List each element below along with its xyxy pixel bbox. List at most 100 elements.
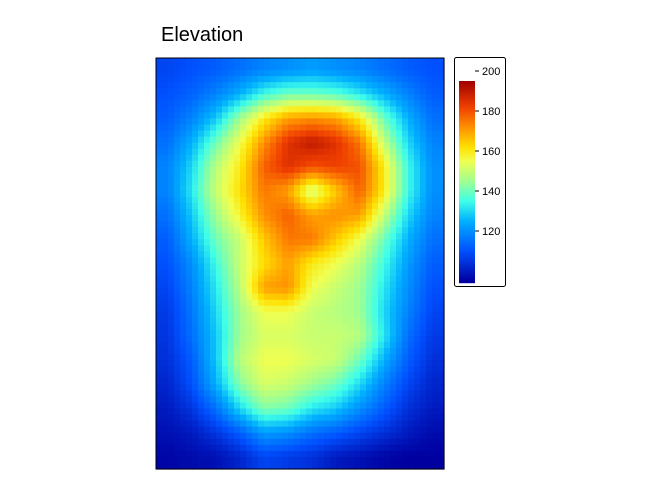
heatmap-cell: [408, 366, 415, 373]
heatmap-cell: [288, 348, 295, 355]
heatmap-cell: [186, 311, 193, 319]
heatmap-cell: [252, 366, 259, 373]
heatmap-cell: [294, 456, 301, 464]
heatmap-cell: [192, 76, 199, 83]
heatmap-cell: [348, 299, 355, 307]
heatmap-cell: [426, 106, 433, 113]
heatmap-cell: [432, 160, 439, 168]
heatmap-cell: [282, 172, 289, 180]
heatmap-cell: [204, 94, 211, 101]
heatmap-cell: [162, 438, 169, 446]
heatmap-cell: [306, 172, 313, 180]
heatmap-cell: [180, 203, 187, 210]
heatmap-cell: [222, 166, 229, 174]
heatmap-cell: [198, 384, 205, 392]
heatmap-cell: [270, 142, 277, 150]
heatmap-cell: [300, 372, 307, 379]
heatmap-cell: [288, 58, 295, 65]
heatmap-cell: [270, 197, 277, 204]
heatmap-cell: [240, 462, 247, 470]
heatmap-cell: [228, 251, 235, 259]
heatmap-cell: [414, 245, 421, 253]
heatmap-cell: [234, 148, 241, 156]
heatmap-cell: [318, 414, 325, 422]
heatmap-cell: [324, 245, 331, 253]
heatmap-cell: [246, 245, 253, 253]
colorbar-segment: [459, 86, 475, 88]
heatmap-cell: [354, 438, 361, 446]
heatmap-cell: [216, 426, 223, 434]
heatmap-cell: [372, 348, 379, 355]
heatmap-cell: [246, 384, 253, 392]
heatmap-cell: [276, 396, 283, 404]
heatmap-cell: [342, 190, 349, 198]
heatmap-cell: [282, 305, 289, 313]
heatmap-cell: [348, 390, 355, 398]
heatmap-cell: [342, 130, 349, 138]
heatmap-cell: [168, 124, 175, 132]
heatmap-cell: [438, 329, 445, 337]
heatmap-cell: [186, 366, 193, 373]
heatmap-cell: [258, 203, 265, 210]
heatmap-cell: [414, 462, 421, 470]
heatmap-cell: [312, 342, 319, 349]
heatmap-cell: [204, 287, 211, 295]
heatmap-cell: [264, 414, 271, 422]
heatmap-cell: [414, 348, 421, 355]
heatmap-cell: [294, 293, 301, 301]
heatmap-cell: [270, 432, 277, 440]
heatmap-cell: [222, 190, 229, 198]
heatmap-cell: [396, 221, 403, 228]
heatmap-cell: [384, 305, 391, 313]
heatmap-cell: [204, 112, 211, 120]
heatmap-cell: [342, 426, 349, 434]
heatmap-cell: [330, 269, 337, 277]
heatmap-cell: [252, 112, 259, 120]
heatmap-cell: [336, 257, 343, 265]
heatmap-cell: [384, 190, 391, 198]
heatmap-cell: [282, 184, 289, 192]
heatmap-cell: [402, 58, 409, 65]
heatmap-cell: [222, 354, 229, 361]
heatmap-cell: [180, 118, 187, 126]
heatmap-cell: [198, 462, 205, 470]
heatmap-cell: [390, 58, 397, 65]
heatmap-cell: [282, 390, 289, 398]
heatmap-cell: [318, 348, 325, 355]
heatmap-cell: [228, 209, 235, 216]
heatmap-cell: [162, 354, 169, 361]
heatmap-cell: [336, 384, 343, 392]
heatmap-cell: [426, 342, 433, 349]
heatmap-cell: [342, 342, 349, 349]
heatmap-cell: [414, 305, 421, 313]
heatmap-cell: [402, 420, 409, 428]
heatmap-cell: [228, 215, 235, 222]
heatmap-cell: [186, 360, 193, 367]
heatmap-cell: [294, 251, 301, 259]
heatmap-cell: [264, 336, 271, 343]
heatmap-cell: [288, 124, 295, 132]
heatmap-cell: [372, 178, 379, 186]
heatmap-cell: [300, 251, 307, 259]
heatmap-cell: [438, 58, 445, 65]
heatmap-cell: [270, 336, 277, 343]
heatmap-cell: [228, 172, 235, 180]
heatmap-cell: [192, 112, 199, 120]
heatmap-cell: [438, 390, 445, 398]
heatmap-cell: [306, 323, 313, 331]
heatmap-cell: [192, 432, 199, 440]
heatmap-cell: [390, 76, 397, 83]
heatmap-cell: [216, 136, 223, 144]
heatmap-cell: [294, 142, 301, 150]
heatmap-cell: [198, 130, 205, 138]
heatmap-cell: [204, 263, 211, 271]
heatmap-cell: [168, 227, 175, 234]
heatmap-cell: [210, 166, 217, 174]
heatmap-cell: [348, 227, 355, 234]
heatmap-cell: [324, 88, 331, 95]
heatmap-cell: [246, 348, 253, 355]
heatmap-cell: [174, 354, 181, 361]
heatmap-cell: [426, 239, 433, 246]
heatmap-cell: [342, 245, 349, 253]
